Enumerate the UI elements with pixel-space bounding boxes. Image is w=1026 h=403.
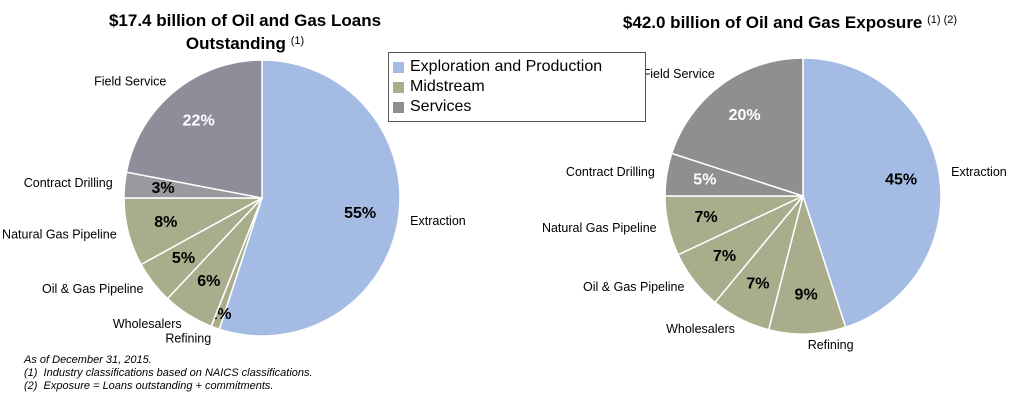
- legend-swatch: [393, 61, 404, 73]
- slice-label: Wholesalers: [666, 322, 735, 336]
- legend-label: Midstream: [410, 78, 485, 95]
- value-label: 7%: [746, 276, 769, 293]
- pie-slice: [802, 57, 942, 329]
- slice-label: Field Service: [94, 75, 166, 89]
- slice-label: Natural Gas Pipeline: [542, 221, 657, 235]
- slice-label: Field Service: [643, 67, 715, 81]
- value-label: 55%: [344, 205, 376, 222]
- value-label: 45%: [885, 172, 917, 189]
- value-label: 7%: [713, 248, 736, 265]
- legend-label: Services: [410, 98, 472, 115]
- value-label: 7%: [694, 209, 717, 226]
- title-text: $42.0 billion of Oil and Gas Exposure: [622, 13, 923, 32]
- chart-title: $42.0 billion of Oil and Gas Exposure (1…: [560, 10, 1020, 33]
- slice-label: Extraction: [951, 165, 1007, 179]
- title-note: (1): [290, 35, 305, 47]
- footnote: (2) Exposure = Loans outstanding + commi…: [24, 380, 274, 392]
- value-label: 5%: [693, 172, 716, 189]
- value-label: 20%: [729, 107, 761, 124]
- legend-label: Exploration and Production: [410, 58, 603, 75]
- legend: Exploration and Production Midstream Servi…: [388, 52, 646, 122]
- legend-swatch: [393, 101, 404, 113]
- slice-label: Contract Drilling: [24, 176, 113, 190]
- value-label: 5%: [172, 250, 195, 267]
- pie-slice: [218, 59, 401, 337]
- slice-label: Wholesalers: [113, 317, 182, 331]
- footnotes: As of December 31, 2015. (1) Industry cla…: [24, 354, 313, 393]
- value-label: 3%: [152, 180, 175, 197]
- slice-label: Natural Gas Pipeline: [2, 228, 117, 242]
- slice-label: Contract Drilling: [566, 165, 655, 179]
- title-text: $17.4 billion of Oil and Gas Loans Outst…: [108, 11, 382, 53]
- chart-title: $17.4 billion of Oil and Gas Loans Outst…: [60, 10, 430, 54]
- value-label: 22%: [183, 113, 215, 130]
- slice-label: Extraction: [410, 214, 466, 228]
- footnote: (1) Industry classifications based on NA…: [24, 367, 313, 379]
- slice-label: Oil & Gas Pipeline: [42, 282, 143, 296]
- pie-slice: [670, 57, 804, 198]
- legend-entry: Services: [393, 97, 645, 117]
- legend-entry: Exploration and Production: [393, 57, 645, 77]
- legend-swatch: [393, 81, 404, 93]
- value-label: 8%: [154, 214, 177, 231]
- pie-slice: [125, 59, 263, 199]
- footnote: As of December 31, 2015.: [24, 354, 152, 366]
- title-note: (1) (2): [927, 14, 958, 26]
- value-label: 6%: [197, 273, 220, 290]
- slice-label: Oil & Gas Pipeline: [583, 280, 684, 294]
- legend-entry: Midstream: [393, 77, 645, 97]
- slice-label: Refining: [165, 331, 211, 345]
- slice-label: Refining: [808, 338, 854, 352]
- value-label: 9%: [795, 287, 818, 304]
